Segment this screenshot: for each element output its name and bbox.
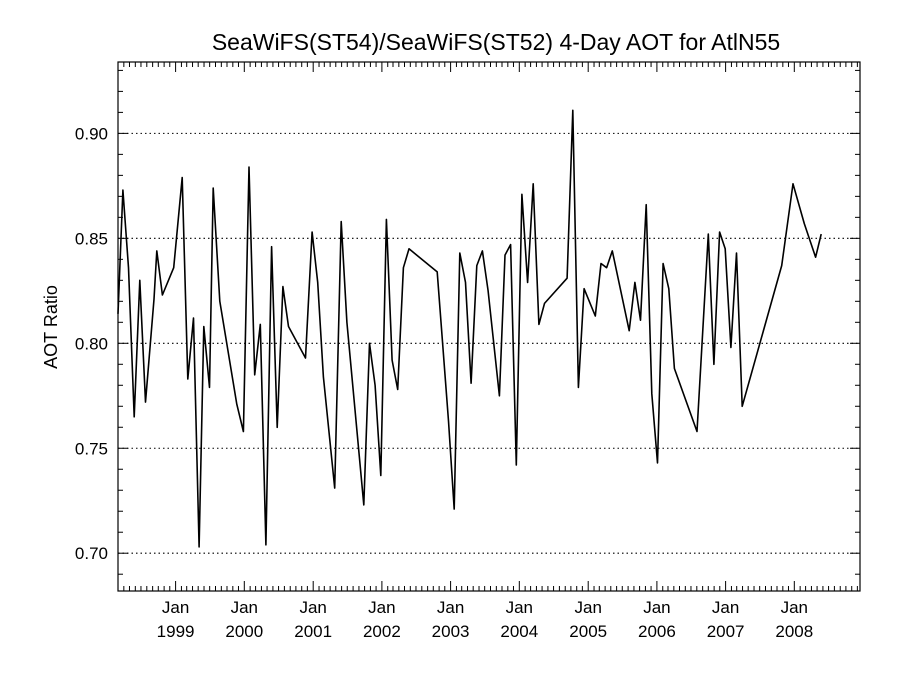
y-tick-label: 0.75 (75, 439, 108, 458)
x-tick-label: Jan (231, 598, 258, 617)
gridlines (118, 132, 860, 554)
y-tick-label: 0.80 (75, 334, 108, 353)
y-tick-label: 0.85 (75, 229, 108, 248)
plot-frame (117, 61, 861, 592)
series-line (117, 109, 822, 548)
x-tick-label: Jan (574, 598, 601, 617)
x-tick-label: Jan (643, 598, 670, 617)
x-tick-label: Jan (368, 598, 395, 617)
x-tick-year-label: 2004 (500, 622, 538, 641)
x-tick-year-label: 2005 (569, 622, 607, 641)
x-tick-label: Jan (506, 598, 533, 617)
x-tick-year-label: 2002 (363, 622, 401, 641)
x-tick-label: Jan (299, 598, 326, 617)
axis-ticks (117, 62, 860, 591)
x-tick-year-label: 2001 (294, 622, 332, 641)
x-tick-label: Jan (712, 598, 739, 617)
x-tick-year-label: 2003 (432, 622, 470, 641)
x-tick-labels: Jan 1999 Jan 2000 Jan 2001 Jan 2002 Jan 2003 Jan 20… (157, 598, 814, 641)
x-tick-year-label: 2000 (225, 622, 263, 641)
x-tick-year-label: 2006 (638, 622, 676, 641)
y-axis-label: AOT Ratio (41, 285, 61, 369)
chart-title: SeaWiFS(ST54)/SeaWiFS(ST52) 4-Day AOT fo… (212, 29, 780, 55)
x-tick-year-label: 1999 (157, 622, 195, 641)
x-tick-label: Jan (162, 598, 189, 617)
x-tick-year-label: 2007 (707, 622, 745, 641)
data-series (117, 109, 822, 548)
y-tick-labels: 0.70 0.75 0.80 0.85 0.90 (75, 124, 108, 563)
y-tick-label: 0.90 (75, 124, 108, 143)
x-tick-year-label: 2008 (775, 622, 813, 641)
x-tick-label: Jan (781, 598, 808, 617)
y-tick-label: 0.70 (75, 544, 108, 563)
x-tick-label: Jan (437, 598, 464, 617)
